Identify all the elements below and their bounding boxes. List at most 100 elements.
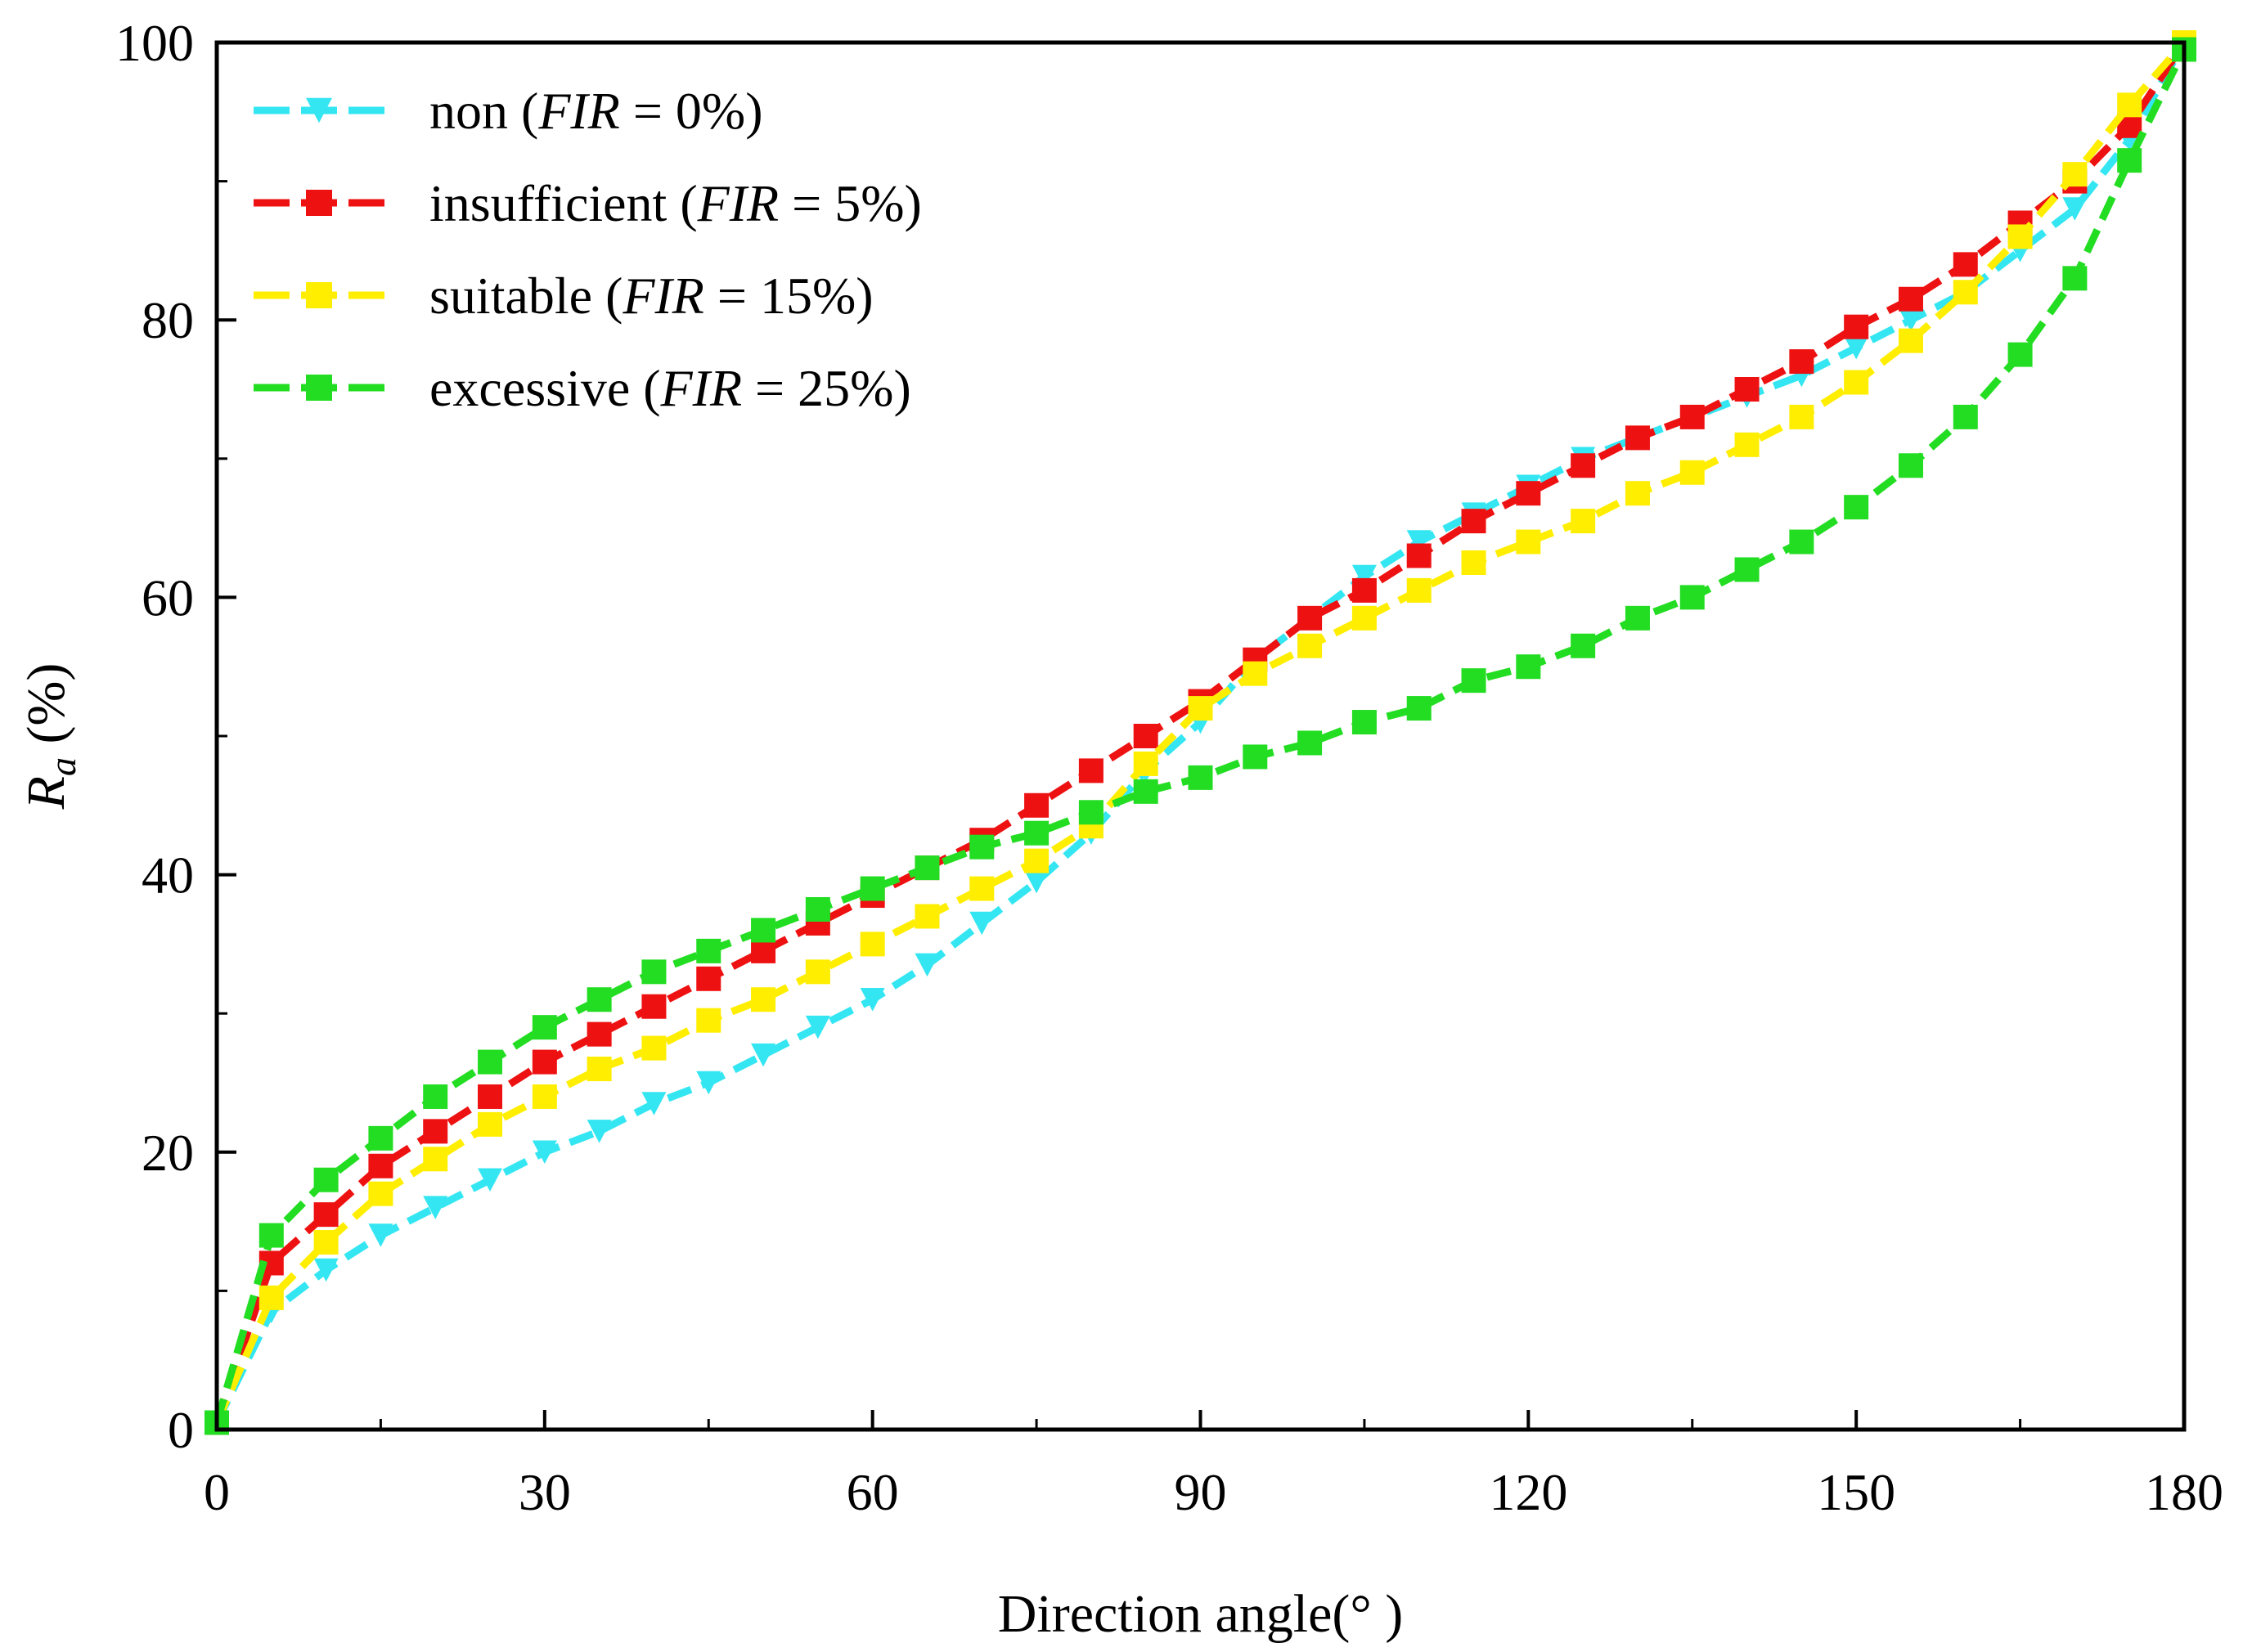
data-point-excessive [532,1015,557,1040]
data-point-suitable [1188,696,1213,721]
data-point-non [1406,530,1432,554]
data-point-insufficient [1297,605,1323,631]
data-point-suitable [2062,162,2088,187]
data-point-insufficient [696,966,721,991]
y-axis-title-main: R [16,776,76,810]
legend-label-prefix: insufficient ( [429,174,698,232]
data-point-non [1898,308,1923,332]
legend-label: non (FIR = 0%) [429,82,763,140]
legend-label-suffix: = 15%) [704,267,874,325]
data-point-suitable [915,904,940,929]
data-point-non [2062,197,2088,221]
legend-label: suitable (FIR = 15%) [429,267,874,325]
data-point-suitable [478,1111,503,1137]
data-point-suitable [1571,509,1596,534]
data-point-excessive [1516,654,1541,680]
data-point-suitable [1734,432,1760,457]
data-point-insufficient [751,938,776,963]
tick-labels: 0 30 60 90 120 150 180 0 20 40 60 80 100 [115,14,2223,1521]
x-tick-label: 180 [2145,1463,2223,1521]
x-tick-label: 90 [1175,1463,1227,1521]
data-point-excessive [2007,342,2033,367]
data-point-insufficient [1679,404,1705,429]
data-point-insufficient [313,1202,339,1228]
legend-label-italic: FIR [660,359,743,417]
x-tick-label: 60 [847,1463,899,1521]
data-point-excessive [478,1049,503,1075]
data-point-non [915,953,940,977]
data-point-suitable [1351,605,1377,631]
data-point-suitable [1789,404,1814,429]
data-point-excessive [696,938,721,963]
data-point-excessive [969,834,995,860]
data-point-insufficient [1078,758,1104,783]
legend-label-prefix: excessive ( [429,359,661,417]
series-excessive [205,37,2196,1435]
data-point-excessive [1844,495,1869,520]
data-point-insufficient [1406,543,1432,568]
data-point-non [969,911,995,936]
data-point-insufficient [368,1153,393,1178]
legend-item-suitable: suitable (FIR = 15%) [254,267,874,325]
legend-label-suffix: = 0%) [620,82,763,140]
data-point-insufficient [1789,349,1814,375]
data-point-suitable [751,987,776,1012]
data-point-excessive [2062,266,2088,291]
data-point-suitable [969,876,995,901]
data-point-non [751,1043,776,1067]
data-point-suitable [2007,224,2033,249]
y-axis-title-sub: a [42,757,83,776]
data-point-non [696,1071,721,1095]
data-point-non [532,1140,557,1165]
data-point-excessive [368,1125,393,1151]
data-point-excessive [258,1223,284,1248]
data-point-suitable [532,1084,557,1109]
data-point-excessive [1188,765,1213,790]
data-point-excessive [641,959,667,985]
data-point-insufficient [1571,453,1596,478]
x-tick-label: 120 [1489,1463,1567,1521]
legend-label-italic: FIR [537,82,620,140]
legend: non (FIR = 0%)insufficient (FIR = 5%)sui… [254,82,922,417]
data-point-non [423,1196,448,1219]
data-point-insufficient [478,1084,503,1109]
series-layer [205,30,2196,1435]
data-point-insufficient [1844,314,1869,339]
data-point-suitable [1898,328,1923,353]
data-point-suitable [1133,751,1158,776]
x-tick-label: 0 [204,1463,230,1521]
data-point-suitable [1516,529,1541,554]
data-point-excessive [1024,820,1050,846]
y-tick-label: 80 [142,291,194,349]
legend-label-suffix: = 5%) [779,174,922,232]
y-tick-label: 0 [168,1401,194,1459]
data-point-suitable [1297,633,1323,658]
legend-item-non: non (FIR = 0%) [254,82,763,140]
legend-label-suffix: = 25%) [742,359,911,417]
data-point-excessive [1734,557,1760,582]
data-point-suitable [1406,577,1432,603]
data-point-non [805,1015,830,1039]
y-axis-title-suffix: (%) [16,663,76,757]
plot-frame [214,40,2187,1432]
data-point-insufficient [1734,377,1760,402]
data-point-non [860,987,885,1012]
data-point-excessive [805,897,830,922]
data-point-suitable [696,1008,721,1033]
data-point-suitable [368,1181,393,1206]
legend-item-insufficient: insufficient (FIR = 5%) [254,174,922,232]
data-point-excessive [423,1084,448,1109]
data-point-non [478,1168,503,1192]
legend-label-prefix: non ( [429,82,538,140]
legend-label-prefix: suitable ( [429,267,623,325]
data-point-excessive [1679,585,1705,610]
data-point-insufficient [641,994,667,1019]
data-point-excessive [915,855,940,881]
x-tick-label: 150 [1817,1463,1895,1521]
data-point-insufficient [1461,509,1486,534]
y-tick-label: 40 [142,846,194,905]
data-point-excessive [1953,404,1978,429]
data-point-insufficient [1516,481,1541,506]
data-point-non [1351,564,1377,589]
